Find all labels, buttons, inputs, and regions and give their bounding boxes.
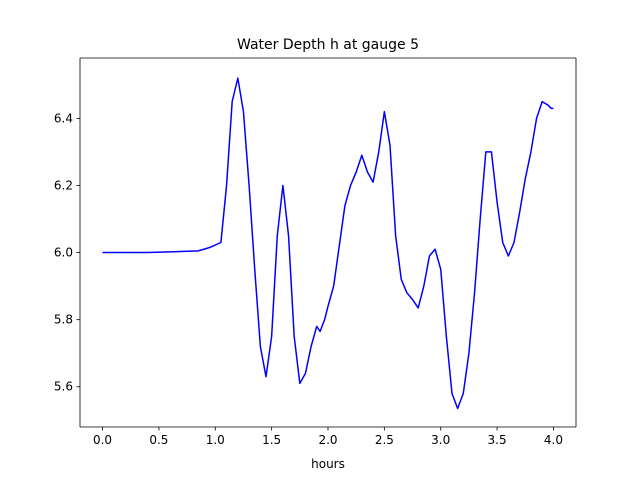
x-tick-label: 3.5 [488, 433, 507, 447]
y-tick-label: 6.0 [54, 246, 73, 260]
plot-area: 0.0 0.5 1.0 1.5 2.0 2.5 3.0 3.5 4.0 5.6 5.8 6.0 6.2 6… [54, 57, 577, 447]
y-tick-label: 6.2 [54, 178, 73, 192]
chart-title: Water Depth h at gauge 5 [237, 37, 419, 53]
y-tick-label: 5.6 [54, 380, 73, 394]
x-tick-label: 1.5 [262, 433, 281, 447]
x-axis-title: hours [311, 457, 345, 471]
x-tick-label: 3.0 [431, 433, 450, 447]
x-tick-label: 2.0 [318, 433, 337, 447]
x-tick-label: 0.0 [93, 433, 112, 447]
x-tick-label: 4.0 [544, 433, 563, 447]
series-line-0 [102, 77, 554, 410]
x-tick-label: 0.5 [149, 433, 168, 447]
y-tick-label: 5.8 [54, 313, 73, 327]
y-tick-label: 6.4 [54, 111, 73, 125]
x-tick-label: 2.5 [375, 433, 394, 447]
x-tick-label: 1.0 [206, 433, 225, 447]
